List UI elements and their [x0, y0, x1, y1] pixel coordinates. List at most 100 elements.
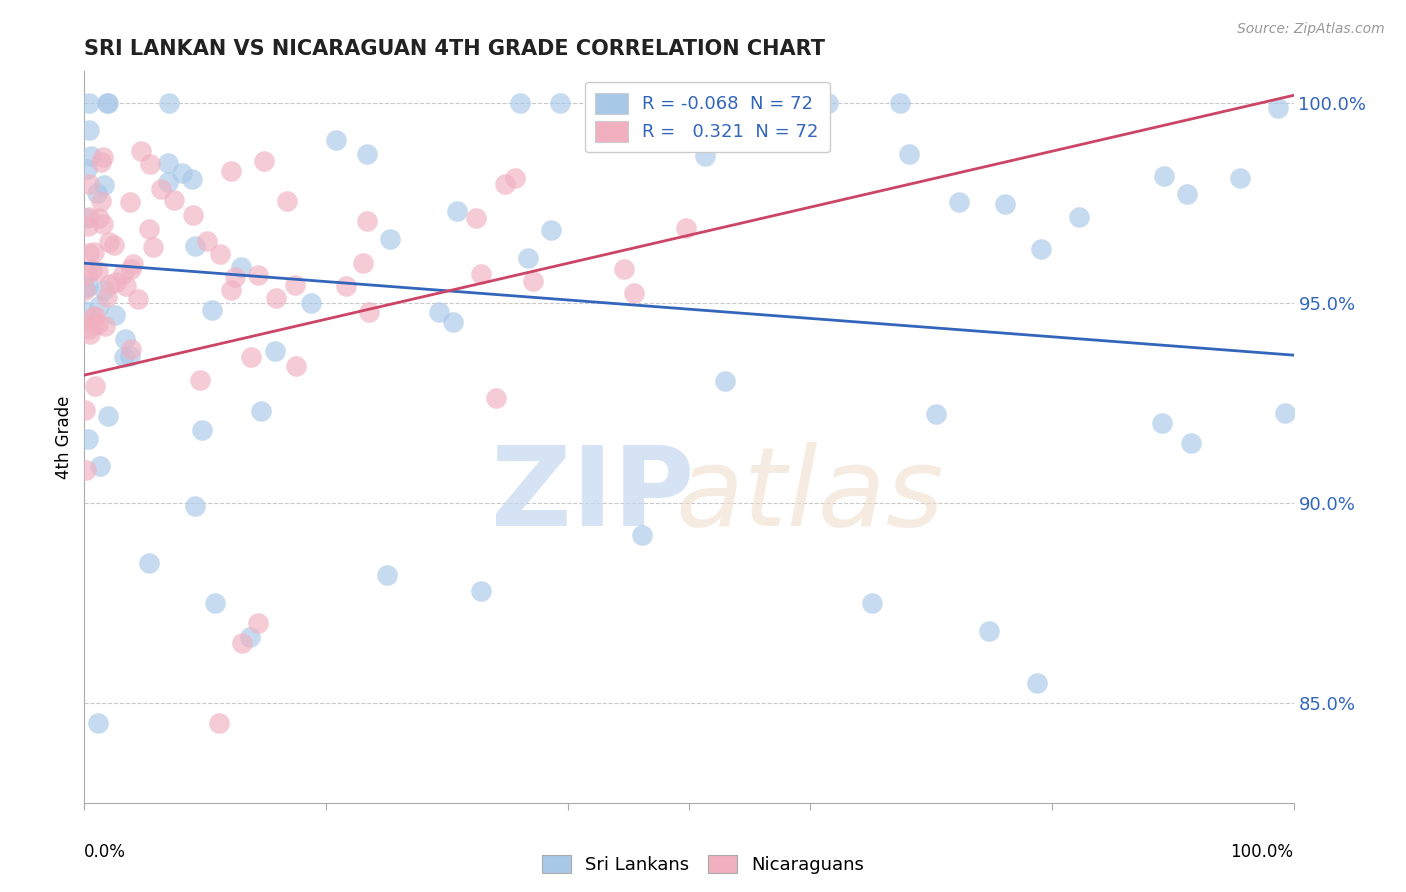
- Point: [352, 256, 374, 270]
- Point: [129, 145, 152, 159]
- Point: [120, 261, 142, 276]
- Point: [80, 263, 103, 277]
- Point: [465, 211, 488, 225]
- Y-axis label: 4th Grade: 4th Grade: [55, 395, 73, 479]
- Point: [91, 217, 114, 231]
- Point: [188, 373, 211, 387]
- Point: [90, 194, 112, 208]
- Point: [75, 211, 97, 226]
- Point: [1029, 242, 1052, 256]
- Point: [623, 285, 645, 300]
- Text: Source: ZipAtlas.com: Source: ZipAtlas.com: [1237, 22, 1385, 37]
- Point: [112, 350, 135, 364]
- Point: [375, 568, 398, 582]
- Point: [87, 211, 110, 225]
- Point: [1274, 406, 1296, 420]
- Point: [138, 157, 160, 171]
- Point: [77, 432, 100, 446]
- Point: [378, 232, 401, 246]
- Point: [111, 267, 134, 281]
- Point: [253, 153, 276, 168]
- Point: [104, 276, 127, 290]
- Point: [693, 149, 716, 163]
- Point: [77, 210, 100, 224]
- Point: [357, 305, 380, 319]
- Point: [246, 268, 269, 282]
- Point: [470, 267, 492, 281]
- Point: [470, 584, 492, 599]
- Point: [1026, 676, 1049, 690]
- Point: [204, 596, 226, 610]
- Point: [276, 194, 298, 208]
- Point: [100, 277, 122, 291]
- Point: [948, 194, 970, 209]
- Point: [77, 177, 100, 191]
- Point: [127, 292, 149, 306]
- Point: [162, 193, 184, 207]
- Point: [613, 261, 636, 276]
- Text: 0.0%: 0.0%: [84, 843, 127, 861]
- Point: [301, 295, 323, 310]
- Point: [191, 423, 214, 437]
- Point: [118, 194, 141, 209]
- Point: [77, 322, 100, 336]
- Point: [517, 251, 540, 265]
- Point: [184, 499, 207, 513]
- Point: [79, 327, 101, 342]
- Point: [1229, 170, 1251, 185]
- Point: [239, 630, 262, 644]
- Point: [219, 283, 242, 297]
- Point: [284, 278, 307, 293]
- Point: [219, 164, 242, 178]
- Point: [120, 343, 142, 357]
- Point: [76, 161, 98, 176]
- Point: [335, 278, 357, 293]
- Point: [79, 149, 101, 163]
- Point: [817, 96, 839, 111]
- Point: [103, 237, 125, 252]
- Point: [1153, 169, 1175, 184]
- Point: [860, 596, 883, 610]
- Point: [540, 223, 562, 237]
- Point: [115, 279, 138, 293]
- Point: [75, 463, 97, 477]
- Point: [263, 343, 285, 358]
- Point: [441, 315, 464, 329]
- Point: [86, 264, 108, 278]
- Point: [73, 280, 96, 294]
- Point: [246, 615, 269, 630]
- Point: [224, 270, 246, 285]
- Text: SRI LANKAN VS NICARAGUAN 4TH GRADE CORRELATION CHART: SRI LANKAN VS NICARAGUAN 4TH GRADE CORRE…: [84, 38, 825, 59]
- Point: [756, 96, 779, 111]
- Point: [550, 96, 572, 111]
- Point: [356, 147, 378, 161]
- Point: [156, 156, 179, 170]
- Point: [97, 409, 120, 424]
- Point: [138, 557, 160, 571]
- Point: [87, 317, 110, 331]
- Point: [925, 407, 948, 421]
- Point: [156, 175, 179, 189]
- Point: [86, 715, 108, 730]
- Point: [104, 308, 127, 322]
- Point: [76, 278, 98, 293]
- Point: [118, 350, 141, 364]
- Point: [250, 404, 273, 418]
- Point: [427, 305, 450, 319]
- Point: [356, 213, 378, 227]
- Point: [77, 219, 100, 233]
- Point: [285, 359, 308, 373]
- Point: [97, 96, 120, 111]
- Point: [181, 208, 204, 222]
- Point: [977, 624, 1000, 638]
- Point: [1150, 416, 1173, 430]
- Point: [231, 636, 253, 650]
- Point: [83, 310, 105, 324]
- Point: [89, 300, 111, 314]
- Point: [86, 186, 108, 200]
- Point: [1180, 436, 1202, 450]
- Point: [264, 291, 287, 305]
- Point: [675, 220, 697, 235]
- Point: [93, 283, 115, 297]
- Text: ZIP: ZIP: [491, 442, 695, 549]
